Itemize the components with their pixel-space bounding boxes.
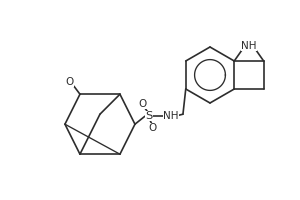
Text: O: O <box>149 123 157 133</box>
Text: NH: NH <box>163 111 179 121</box>
Text: O: O <box>66 77 74 87</box>
Text: O: O <box>139 99 147 109</box>
Text: S: S <box>145 111 153 121</box>
Text: NH: NH <box>241 41 257 51</box>
